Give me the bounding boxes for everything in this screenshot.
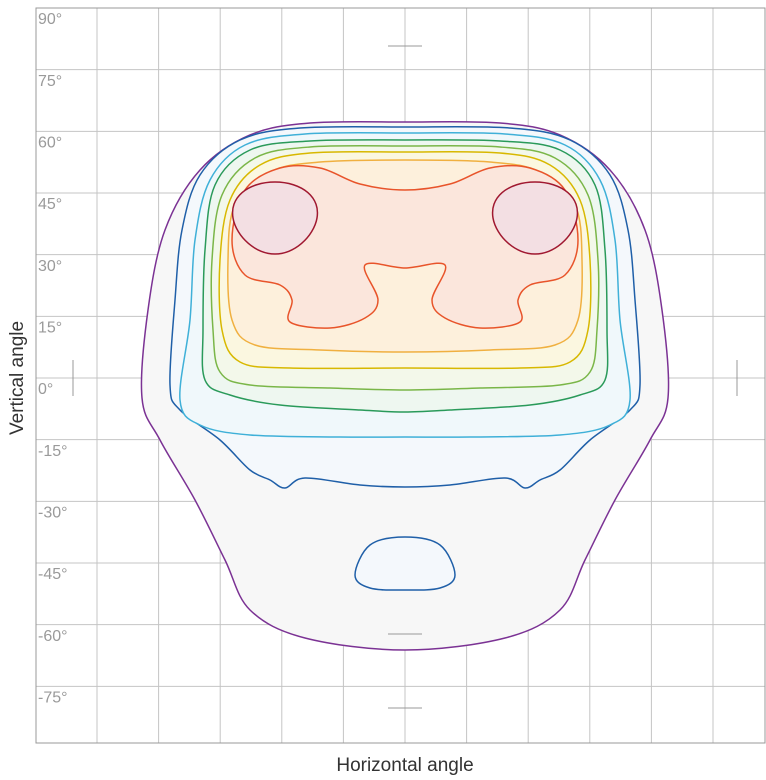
y-tick-label: -45° [38,566,68,583]
x-axis-label: Horizontal angle [336,755,473,776]
y-tick-label: 30° [38,258,62,275]
y-tick-label: 60° [38,135,62,152]
plot-frame [35,7,766,744]
y-tick-label: 15° [38,320,62,337]
contour-line [231,164,579,329]
contours [140,120,670,651]
y-tick-label: 45° [38,196,62,213]
y-tick-label: -75° [38,690,68,707]
y-tick-label: -30° [38,505,68,522]
y-axis-label: Vertical angle [7,321,28,435]
y-tick-label: 90° [38,11,62,28]
center-marks [72,45,738,709]
contour-line [354,536,456,591]
y-tick-label: -15° [38,443,68,460]
y-tick-label: 75° [38,73,62,90]
contour-line [491,181,579,255]
y-tick-label: -60° [38,628,68,645]
y-tick-label: 0° [38,381,53,398]
contour-line [231,181,319,255]
